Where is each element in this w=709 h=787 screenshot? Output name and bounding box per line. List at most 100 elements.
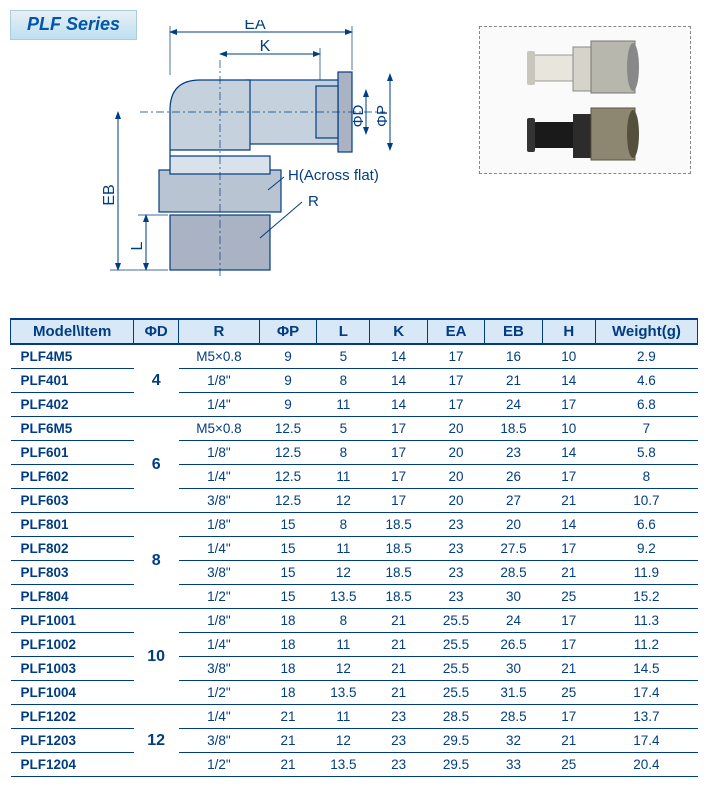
cell-h: 21 bbox=[542, 489, 595, 513]
cell-p: 12.5 bbox=[259, 489, 316, 513]
engineering-diagram: EA K ΦD ΦP H(Across flat) R EB L bbox=[50, 20, 400, 280]
cell-p: 9 bbox=[259, 344, 316, 369]
table-row: PLF1202121/4"21112328.528.51713.7 bbox=[11, 705, 698, 729]
cell-p: 21 bbox=[259, 705, 316, 729]
cell-k: 17 bbox=[370, 465, 427, 489]
cell-p: 15 bbox=[259, 513, 316, 537]
cell-k: 17 bbox=[370, 441, 427, 465]
cell-model: PLF802 bbox=[11, 537, 134, 561]
dim-eb: EB bbox=[101, 184, 118, 205]
cell-k: 21 bbox=[370, 633, 427, 657]
cell-model: PLF1202 bbox=[11, 705, 134, 729]
cell-h: 14 bbox=[542, 369, 595, 393]
cell-k: 23 bbox=[370, 705, 427, 729]
cell-k: 18.5 bbox=[370, 585, 427, 609]
product-photo-light bbox=[525, 37, 645, 97]
cell-d: 10 bbox=[134, 609, 179, 705]
cell-r: 1/2" bbox=[179, 681, 260, 705]
cell-l: 12 bbox=[317, 657, 370, 681]
cell-model: PLF804 bbox=[11, 585, 134, 609]
cell-w: 11.3 bbox=[595, 609, 697, 633]
cell-ea: 23 bbox=[427, 561, 484, 585]
cell-eb: 26 bbox=[485, 465, 542, 489]
cell-k: 21 bbox=[370, 657, 427, 681]
cell-eb: 30 bbox=[485, 585, 542, 609]
col-k: K bbox=[370, 319, 427, 344]
cell-k: 18.5 bbox=[370, 561, 427, 585]
cell-eb: 20 bbox=[485, 513, 542, 537]
cell-ea: 23 bbox=[427, 537, 484, 561]
spec-table: Model\Item ΦD R ΦP L K EA EB H Weight(g)… bbox=[10, 318, 698, 777]
cell-h: 10 bbox=[542, 344, 595, 369]
cell-p: 12.5 bbox=[259, 417, 316, 441]
cell-w: 17.4 bbox=[595, 729, 697, 753]
cell-h: 14 bbox=[542, 513, 595, 537]
cell-eb: 24 bbox=[485, 393, 542, 417]
cell-r: 1/4" bbox=[179, 633, 260, 657]
cell-eb: 28.5 bbox=[485, 561, 542, 585]
cell-model: PLF1003 bbox=[11, 657, 134, 681]
table-row: PLF6M56M5×0.812.55172018.5107 bbox=[11, 417, 698, 441]
cell-h: 14 bbox=[542, 441, 595, 465]
cell-h: 21 bbox=[542, 729, 595, 753]
cell-h: 21 bbox=[542, 561, 595, 585]
product-photo-dark bbox=[525, 104, 645, 164]
cell-ea: 17 bbox=[427, 344, 484, 369]
table-row: PLF10021/4"18112125.526.51711.2 bbox=[11, 633, 698, 657]
cell-eb: 26.5 bbox=[485, 633, 542, 657]
cell-l: 5 bbox=[317, 417, 370, 441]
cell-p: 15 bbox=[259, 561, 316, 585]
cell-model: PLF6M5 bbox=[11, 417, 134, 441]
cell-p: 12.5 bbox=[259, 465, 316, 489]
cell-ea: 20 bbox=[427, 489, 484, 513]
cell-ea: 17 bbox=[427, 393, 484, 417]
table-row: PLF8021/4"151118.52327.5179.2 bbox=[11, 537, 698, 561]
cell-w: 7 bbox=[595, 417, 697, 441]
table-row: PLF8033/8"151218.52328.52111.9 bbox=[11, 561, 698, 585]
table-row: PLF12033/8"21122329.5322117.4 bbox=[11, 729, 698, 753]
cell-k: 14 bbox=[370, 369, 427, 393]
cell-model: PLF1002 bbox=[11, 633, 134, 657]
cell-w: 6.6 bbox=[595, 513, 697, 537]
cell-l: 11 bbox=[317, 633, 370, 657]
col-weight: Weight(g) bbox=[595, 319, 697, 344]
cell-k: 14 bbox=[370, 344, 427, 369]
cell-w: 9.2 bbox=[595, 537, 697, 561]
cell-d: 8 bbox=[134, 513, 179, 609]
cell-ea: 20 bbox=[427, 465, 484, 489]
cell-p: 18 bbox=[259, 633, 316, 657]
product-photo-box bbox=[479, 26, 691, 174]
table-row: PLF6021/4"12.511172026178 bbox=[11, 465, 698, 489]
cell-h: 17 bbox=[542, 393, 595, 417]
cell-p: 12.5 bbox=[259, 441, 316, 465]
cell-p: 15 bbox=[259, 585, 316, 609]
cell-model: PLF1004 bbox=[11, 681, 134, 705]
col-eb: EB bbox=[485, 319, 542, 344]
cell-l: 8 bbox=[317, 369, 370, 393]
cell-r: 1/4" bbox=[179, 705, 260, 729]
dim-phiP: ΦP bbox=[374, 105, 391, 127]
cell-k: 18.5 bbox=[370, 513, 427, 537]
cell-p: 21 bbox=[259, 729, 316, 753]
col-h: H bbox=[542, 319, 595, 344]
cell-w: 2.9 bbox=[595, 344, 697, 369]
col-ea: EA bbox=[427, 319, 484, 344]
cell-l: 5 bbox=[317, 344, 370, 369]
cell-h: 17 bbox=[542, 633, 595, 657]
cell-l: 8 bbox=[317, 513, 370, 537]
cell-h: 25 bbox=[542, 681, 595, 705]
cell-h: 17 bbox=[542, 537, 595, 561]
cell-eb: 24 bbox=[485, 609, 542, 633]
cell-r: 1/8" bbox=[179, 609, 260, 633]
cell-model: PLF801 bbox=[11, 513, 134, 537]
cell-model: PLF1001 bbox=[11, 609, 134, 633]
cell-r: 1/4" bbox=[179, 465, 260, 489]
table-row: PLF4M54M5×0.895141716102.9 bbox=[11, 344, 698, 369]
cell-l: 8 bbox=[317, 441, 370, 465]
table-row: PLF8041/2"1513.518.523302515.2 bbox=[11, 585, 698, 609]
col-r: R bbox=[179, 319, 260, 344]
cell-model: PLF601 bbox=[11, 441, 134, 465]
cell-w: 5.8 bbox=[595, 441, 697, 465]
cell-eb: 30 bbox=[485, 657, 542, 681]
cell-model: PLF602 bbox=[11, 465, 134, 489]
